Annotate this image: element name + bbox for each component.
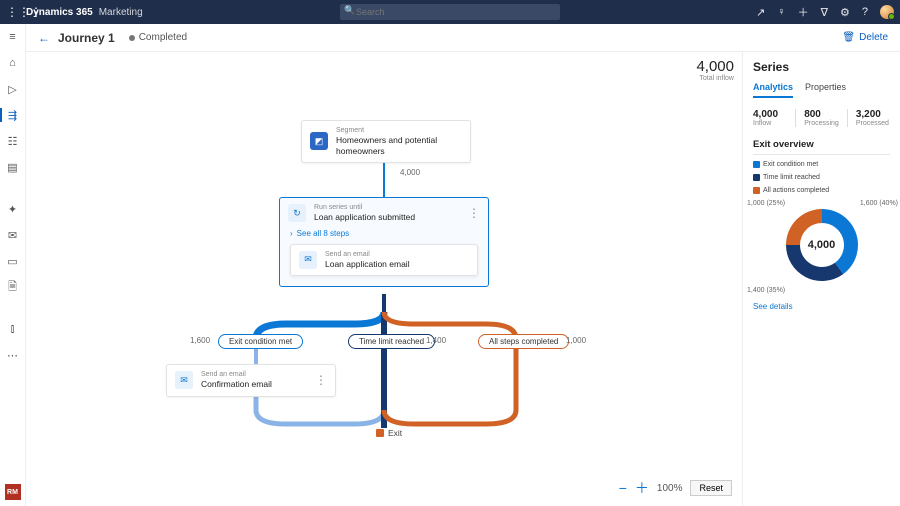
left-rail: ≡ ⌂ ▷ ⇶ ☷ ▤ ✦ ✉ ▭ 🗎 ⫾ ⋯ RM — [0, 24, 26, 506]
rail-asset-icon[interactable]: ✦ — [6, 202, 20, 216]
share-icon[interactable]: ↗ — [756, 6, 765, 19]
pill-all-steps[interactable]: All steps completed — [478, 334, 569, 349]
email-icon: ✉ — [175, 371, 193, 389]
top-bar: ⋮⋮⋮ Dynamics 365 Marketing 🔍 ↗ ♀ ＋ ∇ ⚙ ? — [0, 0, 900, 24]
panel-title: Series — [753, 60, 890, 74]
rail-area-switch[interactable]: RM — [5, 484, 21, 500]
avatar[interactable] — [880, 5, 894, 19]
pill-exit-condition[interactable]: Exit condition met — [218, 334, 303, 349]
zoom-level: 100% — [657, 483, 683, 494]
legend: Exit condition met Time limit reached Al… — [753, 161, 890, 194]
rail-journey-icon[interactable]: ⇶ — [6, 108, 20, 122]
back-button[interactable]: ← — [38, 31, 50, 45]
stats-row: 4,000Inflow 800Processing 3,200Processed — [753, 109, 890, 127]
bulb-icon[interactable]: ♀ — [777, 6, 785, 18]
zoom-reset-button[interactable]: Reset — [690, 480, 732, 496]
zoom-out-button[interactable]: − — [619, 480, 627, 496]
node-more-icon[interactable]: ⋮ — [315, 373, 327, 387]
segment-icon: ◩ — [310, 132, 328, 150]
node-confirmation-email[interactable]: ✉ Send an email Confirmation email ⋮ — [166, 364, 336, 397]
zoom-controls: − ＋ 100% Reset — [619, 478, 732, 498]
page-title: Journey 1 — [58, 31, 115, 45]
donut-label: 1,400 (35%) — [747, 287, 785, 294]
journey-canvas[interactable]: 4,000 Total inflow — [26, 52, 742, 506]
brand: Dynamics 365 — [26, 7, 93, 18]
series-more-icon[interactable]: ⋮ — [468, 206, 480, 220]
delete-button[interactable]: 🗑 Delete — [842, 32, 888, 43]
legend-swatch — [753, 161, 760, 168]
series-icon: ↻ — [288, 204, 306, 222]
zoom-in-button[interactable]: ＋ — [635, 478, 649, 498]
donut-label: 1,000 (25%) — [747, 200, 785, 207]
node-series-inner[interactable]: ✉ Send an email Loan application email — [290, 244, 478, 277]
exit-label: Exit — [376, 428, 402, 438]
rail-play-icon[interactable]: ▷ — [6, 82, 20, 96]
see-all-steps-link[interactable]: See all 8 steps — [280, 229, 488, 242]
status-text: Completed — [139, 32, 187, 43]
donut-label: 1,600 (40%) — [860, 200, 898, 207]
flow-count-exit-cond: 1,600 — [190, 336, 210, 345]
rail-forms-icon[interactable]: ▤ — [6, 160, 20, 174]
node-segment[interactable]: ◩ Segment Homeowners and potential homeo… — [301, 120, 471, 163]
legend-swatch — [753, 174, 760, 181]
rail-home-icon[interactable]: ⌂ — [6, 56, 20, 70]
global-search[interactable]: 🔍 — [340, 4, 560, 20]
flow-count-all-steps: 1,000 — [566, 336, 586, 345]
see-details-link[interactable]: See details — [753, 302, 890, 311]
delete-icon: 🗑 — [842, 32, 855, 43]
pill-time-limit[interactable]: Time limit reached — [348, 334, 435, 349]
panel-tabs: Analytics Properties — [753, 82, 890, 99]
settings-icon[interactable]: ⚙ — [840, 6, 850, 19]
help-icon[interactable]: ? — [862, 6, 868, 18]
rail-menu-icon[interactable]: ≡ — [6, 30, 20, 44]
flow-count-time-limit: 1,400 — [426, 336, 446, 345]
rail-template-icon[interactable]: ▭ — [6, 254, 20, 268]
exit-overview-title: Exit overview — [753, 139, 890, 150]
area: Marketing — [99, 7, 143, 18]
filter-icon[interactable]: ∇ — [821, 6, 828, 19]
rail-more-icon[interactable]: ⋯ — [6, 348, 20, 362]
search-input[interactable] — [340, 4, 560, 20]
tab-analytics[interactable]: Analytics — [753, 82, 793, 98]
exit-icon — [376, 429, 384, 437]
properties-panel: Series Analytics Properties 4,000Inflow … — [742, 52, 900, 506]
tab-properties[interactable]: Properties — [805, 82, 846, 98]
donut-chart: 4,000 1,000 (25%) 1,600 (40%) 1,400 (35%… — [753, 202, 890, 288]
rail-insights-icon[interactable]: ⫾ — [6, 322, 20, 336]
app-launcher-icon[interactable]: ⋮⋮⋮ — [6, 5, 20, 19]
rail-segments-icon[interactable]: ☷ — [6, 134, 20, 148]
rail-mail-icon[interactable]: ✉ — [6, 228, 20, 242]
inflow-summary: 4,000 Total inflow — [696, 58, 734, 82]
search-icon: 🔍 — [344, 5, 355, 16]
command-bar: ← Journey 1 Completed 🗑 Delete — [26, 24, 900, 52]
flow-count-segment: 4,000 — [400, 168, 420, 177]
status-dot — [129, 35, 135, 41]
add-icon[interactable]: ＋ — [798, 4, 809, 20]
rail-page-icon[interactable]: 🗎 — [6, 280, 20, 294]
email-icon: ✉ — [299, 251, 317, 269]
node-series[interactable]: ↻ Run series until Loan application subm… — [279, 197, 489, 287]
legend-swatch — [753, 187, 760, 194]
